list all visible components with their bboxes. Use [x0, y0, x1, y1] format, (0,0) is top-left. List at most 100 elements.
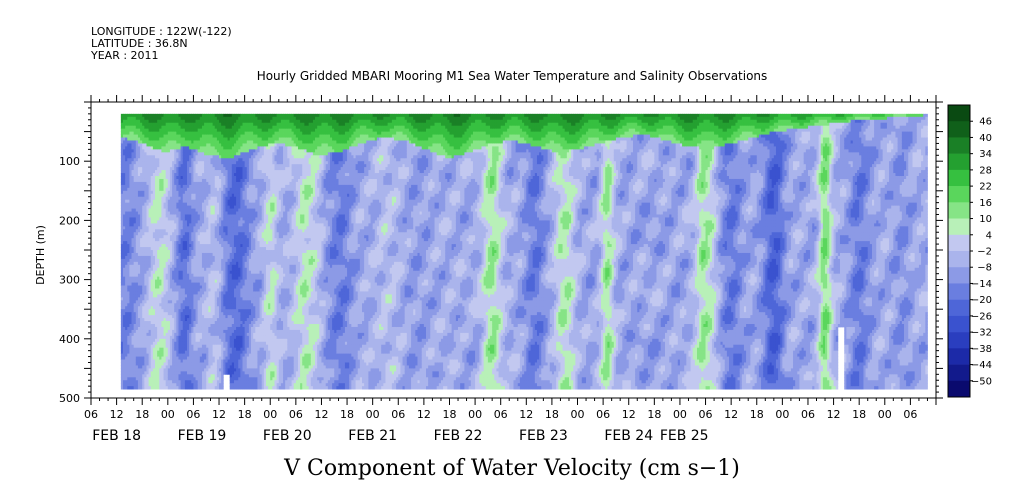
- heatmap-cell: [137, 217, 141, 221]
- heatmap-cell: [129, 181, 132, 186]
- heatmap-cell: [155, 273, 158, 278]
- heatmap-cell: [133, 229, 137, 233]
- heatmap-cell: [140, 303, 143, 307]
- heatmap-cell: [150, 377, 154, 381]
- heatmap-cell: [172, 125, 175, 130]
- heatmap-cell: [133, 350, 137, 354]
- heatmap-cell: [140, 264, 143, 269]
- heatmap-cell: [137, 300, 141, 304]
- heatmap-cell: [172, 300, 175, 304]
- heatmap-cell: [125, 368, 128, 372]
- heatmap-cell: [163, 270, 167, 275]
- heatmap-cell: [165, 155, 169, 159]
- heatmap-cell: [133, 312, 137, 316]
- heatmap-cell: [165, 368, 169, 372]
- heatmap-cell: [140, 229, 143, 233]
- heatmap-cell: [152, 229, 156, 233]
- heatmap-cell: [148, 187, 152, 192]
- heatmap-cell: [131, 321, 135, 325]
- heatmap-cell: [152, 223, 156, 227]
- heatmap-cell: [142, 264, 145, 269]
- heatmap-cell: [167, 276, 171, 280]
- heatmap-cell: [127, 371, 130, 375]
- heatmap-cell: [163, 264, 167, 269]
- heatmap-cell: [152, 288, 156, 292]
- heatmap-cell: [159, 285, 162, 289]
- heatmap-cell: [142, 291, 145, 295]
- heatmap-cell: [131, 128, 135, 132]
- heatmap-cell: [125, 176, 128, 180]
- heatmap-cell: [137, 279, 141, 283]
- heatmap-cell: [148, 170, 152, 174]
- heatmap-cell: [140, 255, 143, 260]
- heatmap-cell: [159, 374, 162, 378]
- heatmap-cell: [165, 315, 169, 319]
- heatmap-cell: [125, 187, 128, 192]
- heatmap-cell: [152, 321, 156, 325]
- heatmap-cell: [142, 362, 145, 366]
- heatmap-cell: [140, 247, 143, 251]
- heatmap-cell: [120, 217, 124, 221]
- heatmap-cell: [165, 214, 169, 218]
- heatmap-cell: [120, 170, 124, 174]
- heatmap-cell: [167, 318, 171, 322]
- heatmap-cell: [144, 362, 147, 366]
- heatmap-cell: [157, 187, 160, 192]
- heatmap-cell: [148, 359, 152, 363]
- heatmap-cell: [123, 181, 126, 186]
- heatmap-cell: [140, 252, 143, 257]
- heatmap-cell: [133, 164, 137, 168]
- heatmap-cell: [150, 365, 154, 369]
- heatmap-cell: [159, 238, 162, 242]
- heatmap-cell: [167, 226, 171, 230]
- heatmap-cell: [174, 199, 177, 204]
- heatmap-cell: [221, 374, 224, 378]
- heatmap-cell: [129, 238, 132, 242]
- heatmap-cell: [172, 285, 175, 289]
- heatmap-cell: [131, 362, 135, 366]
- heatmap-cell: [155, 178, 158, 183]
- heatmap-cell: [161, 134, 164, 138]
- heatmap-cell: [169, 297, 173, 301]
- heatmap-cell: [155, 134, 158, 138]
- heatmap-cell: [167, 122, 171, 127]
- heatmap-cell: [140, 374, 143, 378]
- heatmap-cell: [142, 335, 145, 340]
- heatmap-cell: [152, 202, 156, 206]
- heatmap-cell: [123, 125, 126, 130]
- heatmap-cell: [161, 152, 164, 156]
- heatmap-cell: [146, 377, 150, 381]
- heatmap-cell: [159, 318, 162, 322]
- heatmap-cell: [125, 321, 128, 325]
- heatmap-cell: [155, 223, 158, 227]
- heatmap-cell: [148, 137, 152, 141]
- heatmap-cell: [161, 176, 164, 180]
- heatmap-cell: [146, 146, 150, 150]
- heatmap-cell: [155, 344, 158, 349]
- heatmap-cell: [155, 122, 158, 127]
- heatmap-cell: [165, 170, 169, 174]
- heatmap-cell: [129, 252, 132, 257]
- heatmap-cell: [148, 208, 152, 212]
- heatmap-cell: [146, 181, 150, 186]
- heatmap-cell: [146, 211, 150, 215]
- heatmap-cell: [127, 214, 130, 218]
- heatmap-cell: [150, 211, 154, 215]
- heatmap-cell: [155, 374, 158, 378]
- heatmap-cell: [120, 116, 124, 121]
- heatmap-cell: [131, 291, 135, 295]
- heatmap-cell: [155, 282, 158, 286]
- heatmap-cell: [165, 238, 169, 242]
- heatmap-cell: [120, 261, 124, 266]
- heatmap-cell: [133, 235, 137, 239]
- heatmap-cell: [120, 291, 124, 295]
- heatmap-cell: [169, 149, 173, 153]
- heatmap-cell: [137, 158, 141, 162]
- heatmap-cell: [167, 247, 171, 251]
- heatmap-cell: [146, 202, 150, 206]
- heatmap-cell: [129, 318, 132, 322]
- heatmap-cell: [129, 273, 132, 278]
- heatmap-cell: [148, 214, 152, 218]
- heatmap-cell: [142, 255, 145, 260]
- heatmap-cell: [127, 291, 130, 295]
